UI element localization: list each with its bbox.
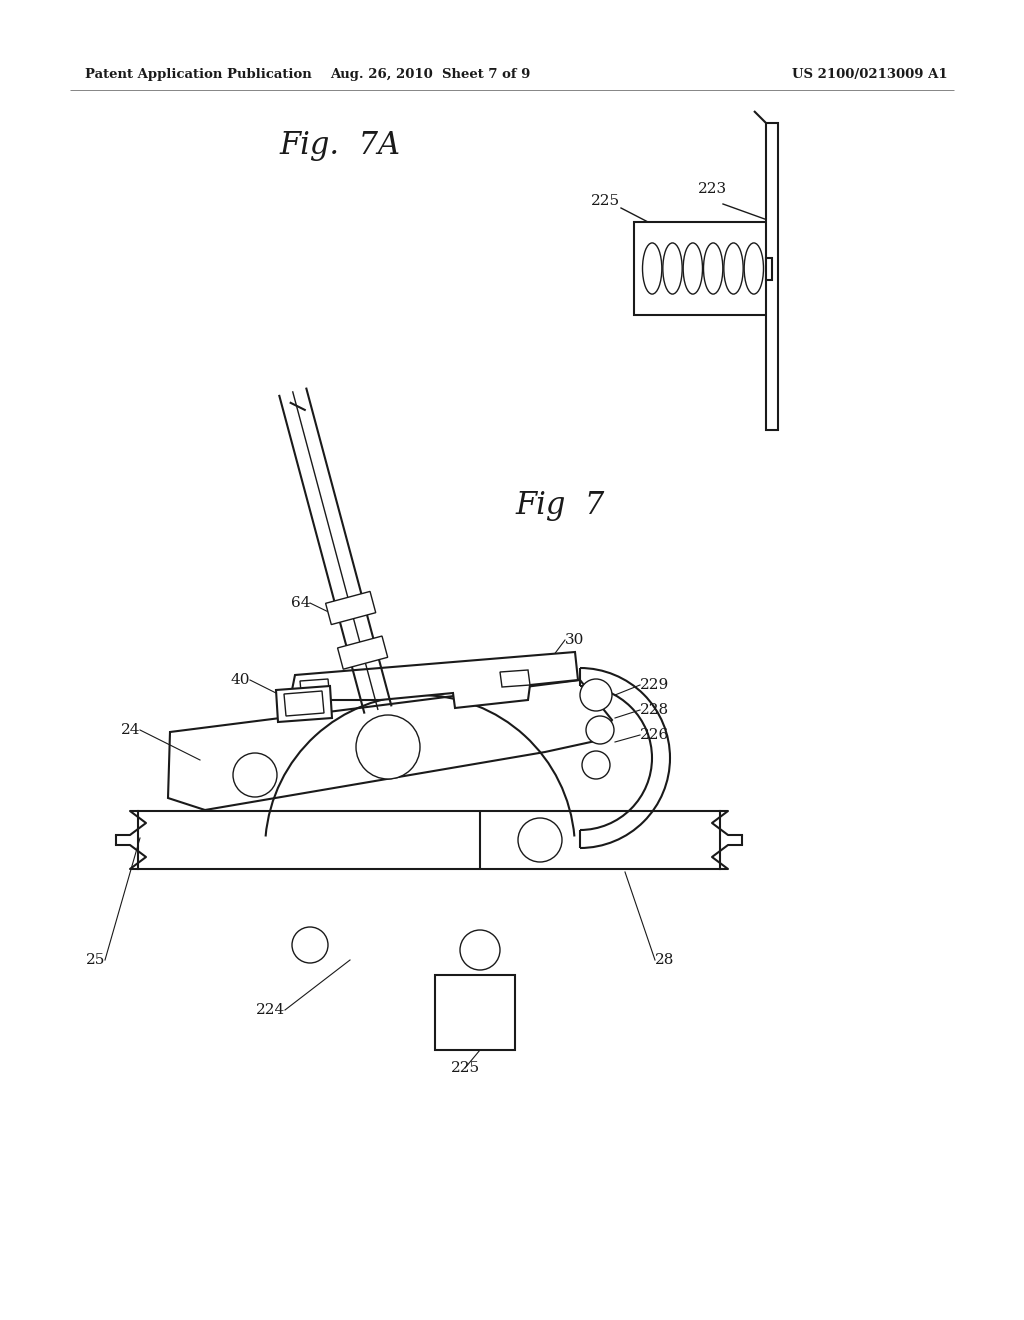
Text: 228: 228 (640, 704, 669, 717)
Polygon shape (284, 690, 324, 715)
Polygon shape (276, 686, 332, 722)
Polygon shape (326, 591, 376, 624)
Circle shape (356, 715, 420, 779)
Text: Patent Application Publication: Patent Application Publication (85, 69, 311, 81)
Text: 226: 226 (640, 729, 670, 742)
Text: 25: 25 (86, 953, 105, 968)
Polygon shape (168, 680, 612, 810)
Circle shape (518, 818, 562, 862)
Text: 64: 64 (291, 597, 310, 610)
Polygon shape (138, 810, 720, 869)
Circle shape (292, 927, 328, 964)
Polygon shape (766, 257, 772, 280)
Circle shape (460, 931, 500, 970)
Text: 40: 40 (230, 673, 250, 686)
Polygon shape (500, 671, 530, 686)
Text: Aug. 26, 2010  Sheet 7 of 9: Aug. 26, 2010 Sheet 7 of 9 (330, 69, 530, 81)
Text: 24: 24 (121, 723, 140, 737)
Circle shape (233, 752, 278, 797)
Polygon shape (766, 123, 778, 430)
Circle shape (586, 715, 614, 744)
Circle shape (582, 751, 610, 779)
Text: US 2100/0213009 A1: US 2100/0213009 A1 (793, 69, 948, 81)
Text: 225: 225 (451, 1061, 479, 1074)
Polygon shape (300, 678, 330, 702)
Polygon shape (338, 636, 388, 669)
Polygon shape (634, 222, 772, 315)
Text: Fig  7: Fig 7 (515, 490, 604, 521)
Text: 225: 225 (591, 194, 620, 209)
Text: 224: 224 (256, 1003, 285, 1016)
Polygon shape (435, 975, 515, 1049)
Circle shape (580, 678, 612, 711)
Text: 30: 30 (565, 634, 585, 647)
Text: 223: 223 (698, 182, 727, 195)
Text: 28: 28 (655, 953, 675, 968)
Polygon shape (290, 652, 578, 708)
Text: 229: 229 (640, 678, 670, 692)
Text: Fig.  7A: Fig. 7A (280, 129, 400, 161)
